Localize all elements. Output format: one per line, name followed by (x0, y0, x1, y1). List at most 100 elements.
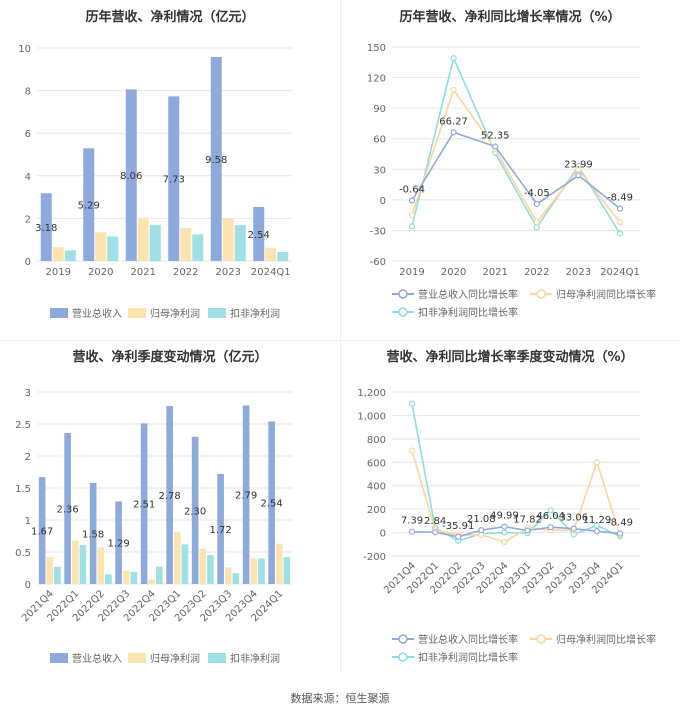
data-label: 2.36 (56, 504, 78, 515)
y-tick-label: 2 (25, 452, 31, 463)
data-point (616, 230, 624, 237)
bar (242, 405, 250, 584)
bar (64, 250, 76, 261)
bar (180, 227, 192, 261)
y-tick-label: -60 (370, 257, 386, 268)
series-line (411, 450, 621, 543)
quarterly-growth-panel: 营收、净利同比增长率季度变动情况（%） -200 0 200 400 600 800 1,0… (340, 340, 680, 680)
annual-revenue-profit-panel: 历年营收、净利情况（亿元） 0 2 4 6 8 10 2019 2020 2021 2022 202… (0, 0, 340, 340)
legend-label: 营业总收入 (72, 652, 122, 665)
data-point (492, 143, 499, 150)
data-point (575, 172, 582, 179)
y-tick-label: 4 (25, 172, 31, 183)
bar (234, 225, 246, 261)
vertical-divider (340, 0, 341, 672)
bar (258, 558, 265, 584)
data-label: 7.39 (401, 516, 423, 527)
legend-label: 扣非净利润同比增长率 (418, 651, 518, 664)
y-tick-label: 1,200 (357, 388, 386, 399)
legend-label: 扣非净利润 (230, 652, 280, 665)
legend-swatch (128, 308, 146, 318)
y-tick-label: 10 (18, 44, 31, 55)
data-point (570, 525, 577, 532)
bar (168, 96, 180, 261)
y-tick-label: 0.5 (15, 548, 31, 559)
legend-swatch (208, 653, 226, 663)
data-point (593, 522, 600, 529)
data-point (501, 538, 508, 546)
data-source: 数据来源：恒生聚源 (290, 692, 390, 705)
series-line (411, 131, 621, 210)
data-label: 21.08 (467, 514, 496, 525)
data-label: 52.35 (481, 131, 510, 142)
legend-marker (398, 634, 408, 644)
data-label: 2.84 (424, 516, 446, 527)
legend-label: 扣非净利润 (230, 307, 280, 320)
data-label: 23.99 (564, 159, 593, 170)
x-tick-label: 2020 (441, 267, 466, 278)
data-label: 66.27 (439, 116, 468, 127)
x-tick-label: 2020 (88, 267, 113, 278)
bar (97, 547, 105, 584)
data-point (450, 129, 457, 136)
y-tick-label: 800 (367, 435, 386, 446)
data-point (432, 529, 439, 536)
x-tick-label: 2023 (216, 267, 241, 278)
quarterly-revenue-profit-chart: 00.511.522.532021Q42022Q12022Q22022Q3202… (15, 388, 292, 665)
legend-label: 扣非净利润同比增长率 (418, 306, 518, 319)
bar (210, 56, 222, 261)
data-point (450, 86, 457, 93)
y-tick-label: 3 (25, 388, 31, 399)
bar (253, 206, 265, 261)
data-label: -4.05 (524, 188, 550, 199)
y-tick-label: 150 (367, 43, 386, 54)
y-tick-label: 2.5 (15, 420, 31, 431)
data-point (616, 219, 624, 226)
quarterly-revenue-profit-panel: 营收、净利季度变动情况（亿元） 0 0.5 1 1.5 2 2.5 3 2021Q4 2022Q… (0, 340, 340, 680)
x-tick-label: 2022 (173, 267, 198, 278)
bar (181, 544, 189, 584)
quarterly-growth-chart: -20002004006008001,0001,2002021Q42022Q12… (357, 388, 656, 664)
y-tick-label: 0 (380, 196, 386, 207)
bar (64, 432, 71, 584)
data-point (501, 529, 508, 536)
bar (115, 501, 122, 584)
bar (52, 247, 64, 261)
bar (232, 573, 240, 584)
data-label: 17.82 (513, 514, 542, 525)
data-label: 33.06 (559, 513, 588, 524)
bar (156, 566, 163, 584)
data-label: 9.58 (205, 155, 227, 166)
y-tick-label: 600 (367, 458, 386, 469)
data-label: -8.49 (607, 518, 633, 529)
bar (277, 252, 289, 261)
bar (268, 421, 275, 584)
bar (130, 571, 138, 584)
data-point (575, 166, 582, 173)
bar (38, 477, 46, 584)
data-point (408, 212, 416, 219)
legend-label: 归母净利润同比增长率 (556, 633, 656, 646)
y-tick-label: 0 (380, 529, 386, 540)
data-label: 1.29 (107, 539, 129, 550)
y-tick-label: 1,000 (357, 411, 386, 422)
x-tick-label: 2019 (46, 267, 71, 278)
y-tick-label: 1.5 (15, 484, 31, 495)
bar (89, 482, 97, 584)
data-point (616, 530, 624, 537)
x-tick-label: 2023 (566, 267, 591, 278)
legend-label: 营业总收入 (72, 307, 122, 320)
data-label: 1.72 (209, 525, 231, 536)
bar (217, 473, 224, 584)
y-tick-label: 400 (367, 482, 386, 493)
chart-title: 营收、净利季度变动情况（亿元） (72, 350, 268, 365)
bar (148, 579, 156, 584)
y-tick-label: 120 (367, 74, 386, 85)
data-label: 3.18 (35, 223, 57, 234)
legend-swatch (50, 653, 68, 663)
bar (173, 532, 181, 584)
data-label: 2.78 (158, 491, 180, 502)
x-tick-label: 2021 (131, 267, 156, 278)
data-label: -8.49 (607, 193, 633, 204)
y-tick-label: 0 (25, 257, 31, 268)
